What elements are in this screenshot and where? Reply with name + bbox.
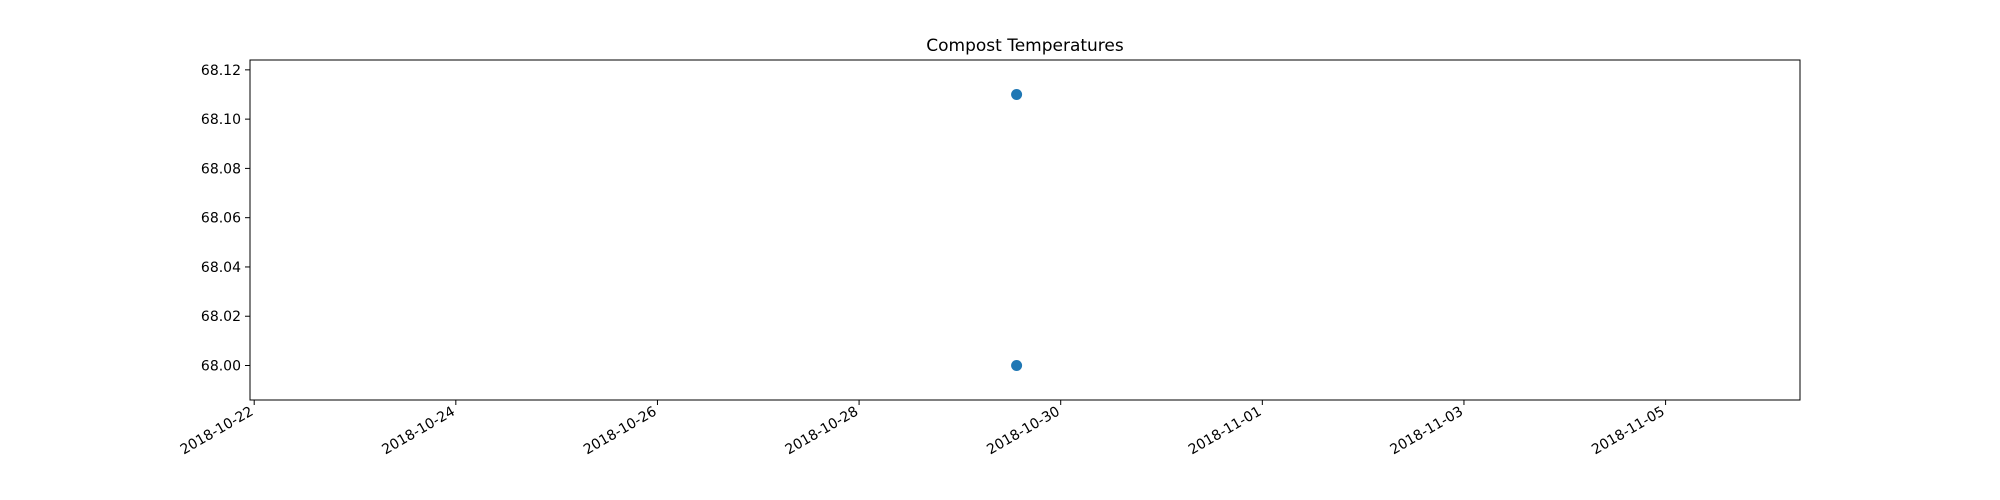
x-axis: 2018-10-22 2018-10-24 2018-10-26 2018-10-28… — [178, 400, 1668, 458]
y-tick-label: 68.12 — [201, 63, 241, 79]
y-tick-label: 68.06 — [201, 211, 241, 227]
y-tick-label: 68.08 — [201, 161, 241, 177]
x-tick-label: 2018-10-26 — [581, 404, 660, 459]
y-tick-label: 68.02 — [201, 309, 241, 325]
chart-title: Compost Temperatures — [926, 36, 1124, 56]
x-tick-label: 2018-11-03 — [1387, 404, 1465, 459]
x-tick-label: 2018-10-24 — [379, 404, 458, 459]
data-point — [1011, 360, 1023, 372]
x-tick-label: 2018-11-01 — [1186, 404, 1264, 459]
y-tick-label: 68.10 — [201, 112, 241, 128]
data-point — [1011, 88, 1023, 100]
y-axis: 68.00 68.02 68.04 68.06 68.08 68.10 68.12 — [201, 63, 250, 375]
data-series — [1011, 88, 1023, 372]
y-tick-label: 68.00 — [201, 359, 241, 375]
y-tick-label: 68.04 — [201, 260, 241, 276]
plot-area — [249, 59, 1801, 401]
x-tick-label: 2018-10-22 — [178, 404, 256, 459]
x-tick-label: 2018-10-28 — [783, 404, 861, 459]
x-tick-label: 2018-11-05 — [1589, 404, 1667, 459]
x-tick-label: 2018-10-30 — [984, 404, 1062, 459]
